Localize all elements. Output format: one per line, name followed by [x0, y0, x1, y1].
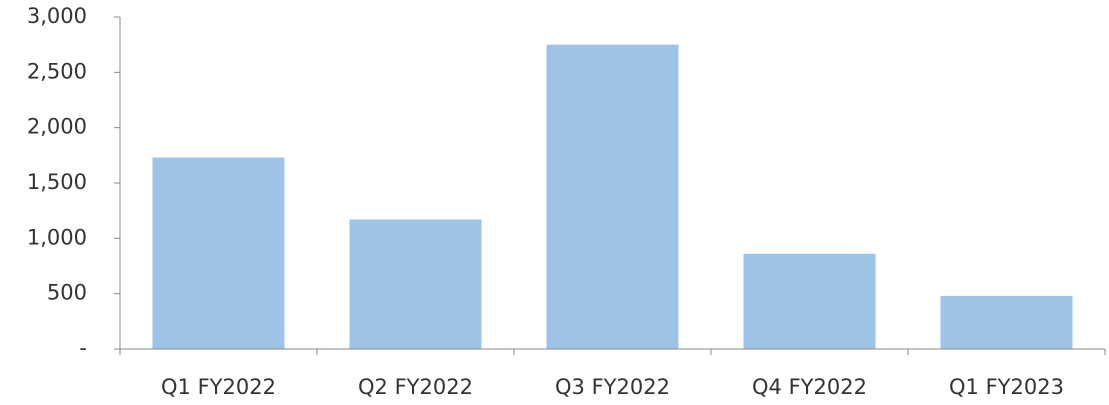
bar — [349, 219, 482, 349]
bar — [546, 44, 679, 350]
bar — [940, 295, 1073, 349]
y-tick-label: 2,000 — [27, 115, 87, 139]
y-tick-label: 1,500 — [27, 170, 87, 194]
x-tick-label: Q1 FY2022 — [161, 375, 276, 399]
y-tick-label: 500 — [47, 281, 87, 305]
y-tick-label: 2,500 — [27, 59, 87, 83]
y-tick-label: 1,000 — [27, 225, 87, 249]
x-tick-label: Q1 FY2023 — [949, 375, 1064, 399]
x-tick-label: Q4 FY2022 — [752, 375, 867, 399]
bar — [152, 157, 285, 349]
x-tick-label: Q3 FY2022 — [555, 375, 670, 399]
x-tick-label: Q2 FY2022 — [358, 375, 473, 399]
y-tick-label: 3,000 — [27, 4, 87, 28]
bar — [743, 253, 876, 349]
y-tick-label: - — [79, 336, 87, 360]
